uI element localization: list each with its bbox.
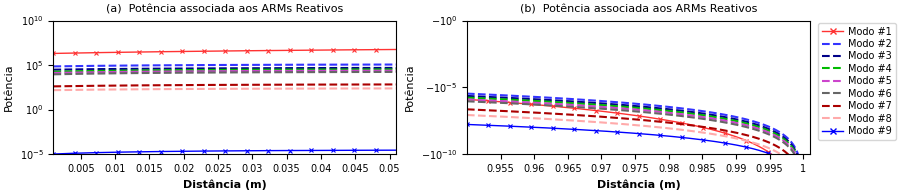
X-axis label: Distância (m): Distância (m) xyxy=(597,179,680,190)
X-axis label: Distância (m): Distância (m) xyxy=(183,179,266,190)
Y-axis label: Potência: Potência xyxy=(405,63,415,111)
Title: (a)  Potência associada aos ARMs Reativos: (a) Potência associada aos ARMs Reativos xyxy=(106,4,344,14)
Legend: Modo #1, Modo #2, Modo #3, Modo #4, Modo #5, Modo #6, Modo #7, Modo #8, Modo #9: Modo #1, Modo #2, Modo #3, Modo #4, Modo… xyxy=(818,23,896,140)
Title: (b)  Potência associada aos ARMs Reativos: (b) Potência associada aos ARMs Reativos xyxy=(519,4,757,14)
Y-axis label: Potência: Potência xyxy=(4,63,14,111)
